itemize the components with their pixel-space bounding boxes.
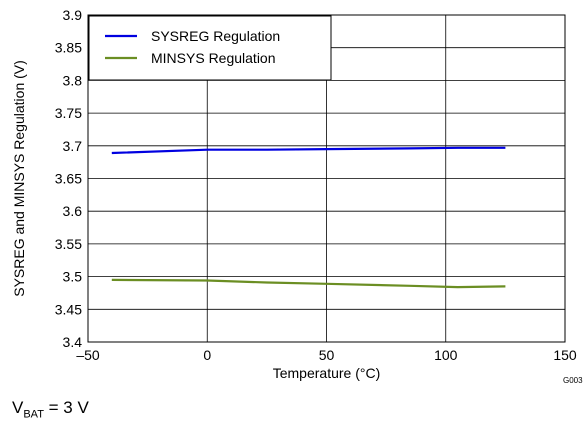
axis-ticks: 3.4 3.45 3.5 3.55 3.6 3.65 3.7 3.75 3.8 3.85 3.9 –5… [55, 7, 577, 363]
legend: SYSREG Regulation MINSYS Regulation [88, 15, 332, 81]
y-tick-label: 3.85 [55, 40, 82, 56]
x-tick-label: 150 [553, 347, 577, 363]
legend-label: SYSREG Regulation [151, 28, 280, 44]
y-axis-label: SYSREG and MINSYS Regulation (V) [11, 60, 27, 297]
series-lines [111, 146, 506, 289]
x-tick-label: –50 [76, 347, 100, 363]
x-tick-label: 100 [434, 347, 458, 363]
figure-id: G003 [563, 376, 583, 385]
x-tick-label: 50 [319, 347, 335, 363]
legend-label: MINSYS Regulation [151, 50, 276, 66]
note-prefix: V [12, 398, 24, 417]
line-chart: 3.4 3.45 3.5 3.55 3.6 3.65 3.7 3.75 3.8 3.85 3.9 –5… [11, 7, 583, 385]
y-tick-label: 3.8 [63, 72, 83, 88]
note-suffix: = 3 V [43, 398, 89, 417]
y-tick-label: 3.4 [63, 334, 83, 350]
y-tick-label: 3.6 [63, 203, 83, 219]
note-subscript: BAT [23, 408, 44, 421]
y-tick-label: 3.5 [63, 269, 83, 285]
legend-box [88, 15, 332, 81]
y-tick-label: 3.75 [55, 105, 82, 121]
y-tick-label: 3.65 [55, 171, 82, 187]
plot-area-frame [87, 14, 566, 343]
x-axis-label: Temperature (°C) [273, 365, 381, 381]
x-tick-label: 0 [203, 347, 211, 363]
conditions-note: VBAT = 3 V [12, 398, 89, 420]
y-tick-label: 3.7 [63, 138, 83, 154]
series-line [111, 278, 506, 289]
y-tick-label: 3.45 [55, 301, 82, 317]
series-line [111, 146, 506, 155]
y-tick-label: 3.9 [63, 7, 83, 23]
y-tick-label: 3.55 [55, 236, 82, 252]
